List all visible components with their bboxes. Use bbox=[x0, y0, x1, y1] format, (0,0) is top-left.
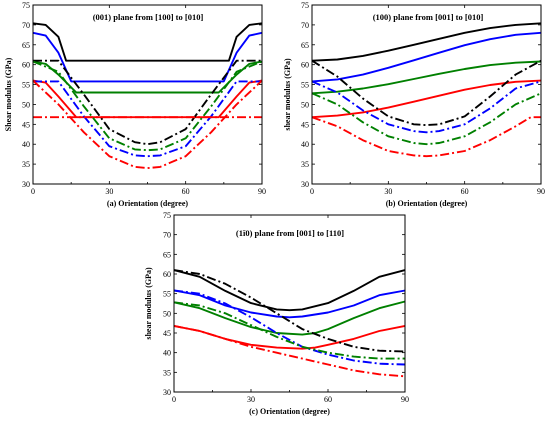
x-tick-label: 60 bbox=[324, 395, 332, 404]
series-line-3-solid bbox=[32, 60, 263, 94]
series-line-2-solid bbox=[311, 31, 542, 83]
y-tick-label: 40 bbox=[22, 140, 30, 149]
y-axis-label: Shear modulus (GPa) bbox=[4, 57, 13, 131]
y-tick-label: 35 bbox=[22, 160, 30, 169]
series-line-6-dashdot bbox=[33, 80, 262, 158]
plot-frame bbox=[173, 214, 406, 393]
y-tick-label: 55 bbox=[163, 290, 171, 299]
y-tick-label: 50 bbox=[301, 100, 309, 109]
series-line-3-solid bbox=[173, 300, 406, 336]
y-tick-label: 30 bbox=[163, 388, 171, 397]
x-tick-label: 90 bbox=[401, 395, 409, 404]
x-axis-label: (a) Orientation (degree) bbox=[107, 199, 188, 208]
y-tick-label: 50 bbox=[163, 309, 171, 318]
y-tick-label: 35 bbox=[301, 160, 309, 169]
y-tick-label: 75 bbox=[301, 1, 309, 10]
y-tick-label: 50 bbox=[22, 100, 30, 109]
x-tick-label: 60 bbox=[461, 187, 469, 196]
series-line-3-solid bbox=[311, 60, 542, 95]
series-line-8-dashdot bbox=[173, 324, 406, 378]
y-tick-label: 65 bbox=[301, 41, 309, 50]
series-line-2-solid bbox=[173, 289, 406, 319]
y-tick-label: 45 bbox=[301, 120, 309, 129]
y-tick-label: 40 bbox=[301, 140, 309, 149]
panel-title: (001) plane from [100] to [010] bbox=[93, 12, 204, 22]
y-tick-label: 45 bbox=[163, 329, 171, 338]
y-tick-label: 55 bbox=[301, 81, 309, 90]
y-tick-label: 35 bbox=[163, 368, 171, 377]
panel-title: (1ī0) plane from [001] to [110] bbox=[236, 228, 344, 238]
y-tick-label: 55 bbox=[22, 81, 30, 90]
y-tick-label: 70 bbox=[22, 21, 30, 30]
series-line-4-solid bbox=[311, 79, 542, 119]
y-axis-label: shear modulus (GPa) bbox=[144, 267, 153, 340]
series-line-5-dashdot bbox=[33, 59, 262, 146]
series-line-1-solid bbox=[32, 22, 263, 62]
series-line-7-dashdot bbox=[311, 92, 542, 146]
series-line-7-dashdot bbox=[173, 301, 405, 360]
y-tick-label: 70 bbox=[301, 21, 309, 30]
y-tick-label: 30 bbox=[301, 180, 309, 189]
y-tick-label: 60 bbox=[301, 61, 309, 70]
x-tick-label: 30 bbox=[105, 187, 113, 196]
y-tick-label: 70 bbox=[163, 231, 171, 240]
series-line-6-dashdot bbox=[311, 80, 542, 134]
x-tick-label: 90 bbox=[537, 187, 545, 196]
y-tick-label: 60 bbox=[22, 61, 30, 70]
series-line-6-dashdot bbox=[173, 289, 406, 366]
x-tick-label: 0 bbox=[31, 187, 35, 196]
series-line-7-dashdot bbox=[32, 60, 263, 152]
x-axis-label: (b) Orientation (degree) bbox=[386, 199, 468, 208]
x-tick-label: 0 bbox=[310, 187, 314, 196]
y-axis-label: shear modulus (GPa) bbox=[283, 58, 292, 131]
x-tick-label: 90 bbox=[258, 187, 266, 196]
x-tick-label: 30 bbox=[384, 187, 392, 196]
y-tick-label: 40 bbox=[163, 349, 171, 358]
y-tick-label: 45 bbox=[22, 120, 30, 129]
y-tick-label: 75 bbox=[22, 1, 30, 10]
x-tick-label: 0 bbox=[172, 395, 176, 404]
x-axis-label: (c) Orientation (degree) bbox=[249, 407, 330, 416]
series-line-4-solid bbox=[32, 79, 263, 119]
series-line-8-dashdot bbox=[311, 116, 541, 158]
y-tick-label: 65 bbox=[163, 250, 171, 259]
y-tick-label: 60 bbox=[163, 270, 171, 279]
panel-title: (100) plane from [001] to [010] bbox=[373, 12, 484, 22]
y-tick-label: 75 bbox=[163, 211, 171, 220]
series-line-5-dashdot bbox=[173, 269, 406, 353]
x-tick-label: 30 bbox=[247, 395, 255, 404]
y-tick-label: 30 bbox=[22, 180, 30, 189]
series-line-5-dashdot bbox=[311, 59, 542, 127]
series-line-2-solid bbox=[32, 31, 263, 83]
x-tick-label: 60 bbox=[182, 187, 190, 196]
y-tick-label: 65 bbox=[22, 41, 30, 50]
series-line-1-solid bbox=[311, 22, 542, 62]
series-line-4-solid bbox=[173, 324, 406, 350]
series-line-1-solid bbox=[173, 269, 406, 312]
